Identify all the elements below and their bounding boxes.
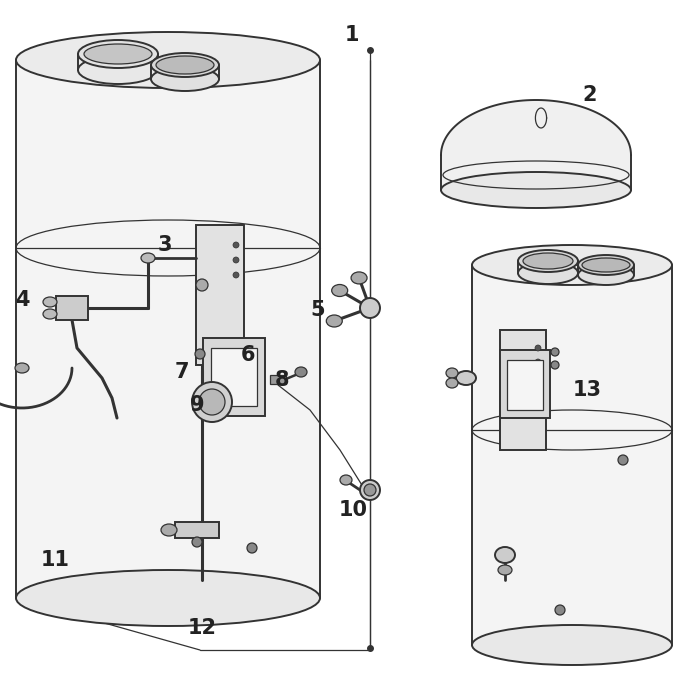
Text: 7: 7 bbox=[175, 362, 189, 382]
Ellipse shape bbox=[360, 480, 380, 500]
Text: 5: 5 bbox=[311, 300, 325, 320]
Bar bbox=[203, 338, 265, 416]
Bar bbox=[175, 522, 219, 538]
Ellipse shape bbox=[535, 359, 541, 365]
Ellipse shape bbox=[351, 272, 367, 284]
Ellipse shape bbox=[472, 245, 672, 285]
Ellipse shape bbox=[364, 484, 376, 496]
Ellipse shape bbox=[141, 253, 155, 263]
Ellipse shape bbox=[551, 361, 559, 369]
Bar bbox=[16, 60, 320, 598]
Bar bbox=[507, 360, 543, 410]
Bar bbox=[56, 296, 88, 320]
Ellipse shape bbox=[233, 272, 239, 278]
Ellipse shape bbox=[340, 475, 352, 485]
Ellipse shape bbox=[523, 253, 573, 269]
Ellipse shape bbox=[578, 255, 634, 275]
Ellipse shape bbox=[43, 309, 57, 319]
Ellipse shape bbox=[78, 56, 158, 84]
Bar bbox=[500, 330, 546, 450]
Ellipse shape bbox=[15, 363, 29, 373]
Ellipse shape bbox=[161, 524, 177, 536]
Ellipse shape bbox=[247, 543, 257, 553]
Ellipse shape bbox=[495, 547, 515, 563]
Bar bbox=[211, 348, 257, 406]
Text: 3: 3 bbox=[158, 235, 172, 255]
Ellipse shape bbox=[78, 40, 158, 68]
Ellipse shape bbox=[618, 455, 628, 465]
Ellipse shape bbox=[332, 285, 347, 297]
Text: 8: 8 bbox=[275, 370, 289, 390]
Text: 12: 12 bbox=[188, 618, 217, 638]
Text: 4: 4 bbox=[14, 290, 30, 310]
Bar bbox=[196, 225, 244, 365]
Ellipse shape bbox=[456, 371, 476, 385]
Ellipse shape bbox=[43, 297, 57, 307]
Ellipse shape bbox=[16, 570, 320, 626]
Ellipse shape bbox=[535, 373, 541, 379]
Polygon shape bbox=[441, 100, 631, 155]
Ellipse shape bbox=[156, 56, 214, 74]
Ellipse shape bbox=[498, 565, 512, 575]
Ellipse shape bbox=[441, 172, 631, 208]
Bar bbox=[270, 375, 286, 384]
Text: 2: 2 bbox=[583, 85, 597, 105]
Ellipse shape bbox=[578, 265, 634, 285]
Ellipse shape bbox=[446, 378, 458, 388]
Ellipse shape bbox=[518, 262, 578, 284]
Ellipse shape bbox=[233, 257, 239, 263]
Ellipse shape bbox=[446, 368, 458, 378]
Ellipse shape bbox=[195, 349, 205, 359]
Ellipse shape bbox=[551, 348, 559, 356]
Ellipse shape bbox=[472, 625, 672, 665]
Text: 9: 9 bbox=[190, 395, 204, 415]
Ellipse shape bbox=[16, 32, 320, 88]
Text: 1: 1 bbox=[345, 25, 359, 45]
Ellipse shape bbox=[84, 44, 152, 64]
Ellipse shape bbox=[196, 279, 208, 291]
Ellipse shape bbox=[151, 67, 219, 91]
Ellipse shape bbox=[199, 389, 225, 415]
Ellipse shape bbox=[582, 258, 630, 272]
Text: 10: 10 bbox=[338, 500, 367, 520]
Ellipse shape bbox=[151, 53, 219, 77]
Bar bbox=[441, 155, 631, 190]
Ellipse shape bbox=[233, 242, 239, 248]
Ellipse shape bbox=[518, 250, 578, 272]
Text: 11: 11 bbox=[41, 550, 69, 570]
Text: 6: 6 bbox=[241, 345, 255, 365]
Ellipse shape bbox=[326, 315, 343, 327]
Ellipse shape bbox=[295, 367, 307, 377]
Bar bbox=[472, 265, 672, 645]
Ellipse shape bbox=[535, 345, 541, 351]
Ellipse shape bbox=[555, 605, 565, 615]
Ellipse shape bbox=[192, 382, 232, 422]
Bar bbox=[500, 350, 550, 418]
Text: 13: 13 bbox=[572, 380, 601, 400]
Ellipse shape bbox=[192, 537, 202, 547]
Ellipse shape bbox=[360, 298, 380, 318]
